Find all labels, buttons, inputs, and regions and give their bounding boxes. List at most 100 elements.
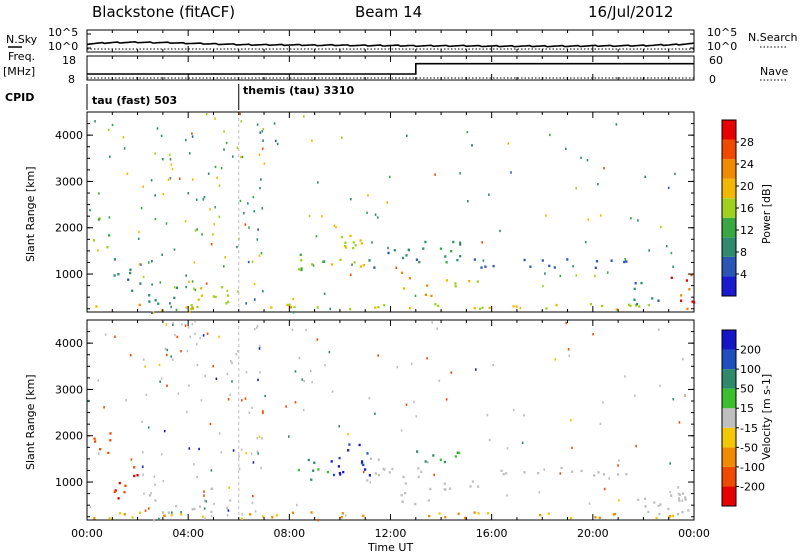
radar-cell [154, 152, 156, 155]
radar-cell [171, 167, 174, 171]
radar-cell [305, 328, 307, 332]
radar-cell [161, 453, 163, 456]
radar-cell [459, 255, 462, 258]
radar-cell [253, 283, 256, 286]
radar-cell [236, 245, 238, 249]
radar-cell [235, 353, 238, 356]
colorbar-swatch [722, 159, 736, 179]
radar-cell [388, 175, 391, 179]
radar-cell [292, 311, 295, 314]
radar-cell [629, 304, 632, 308]
y-tick-label: 4000 [55, 337, 83, 350]
radar-cell [259, 186, 261, 190]
radar-cell [175, 286, 179, 289]
x-tick-label: 00:00 [678, 527, 710, 540]
radar-cell [657, 299, 660, 302]
radar-cell [618, 459, 620, 462]
radar-cell [686, 307, 689, 311]
radar-cell [575, 187, 577, 190]
radar-cell [144, 509, 147, 512]
radar-cell [684, 394, 686, 397]
radar-cell [657, 328, 660, 331]
radar-cell [107, 128, 110, 132]
radar-cell [176, 335, 179, 339]
radar-cell [189, 335, 191, 339]
radar-cell [443, 488, 446, 491]
radar-cell [415, 258, 418, 261]
radar-cell [349, 273, 352, 276]
radar-cell [259, 345, 261, 348]
radar-cell [264, 394, 266, 398]
radar-cell [205, 500, 208, 503]
radar-cell [211, 487, 214, 490]
radar-cell [245, 371, 248, 374]
radar-cell [200, 287, 203, 290]
radar-cell [258, 435, 261, 438]
radar-cell [360, 242, 363, 245]
radar-cell [160, 134, 163, 138]
radar-cell [608, 477, 610, 480]
radar-cell [618, 499, 620, 502]
radar-cell [193, 287, 195, 290]
radar-cell [241, 513, 244, 516]
radar-cell [205, 282, 208, 285]
radar-cell [258, 153, 261, 156]
radar-cell [141, 420, 143, 423]
radar-cell [171, 511, 173, 514]
radar-cell [162, 158, 164, 161]
radar-cell [262, 410, 264, 413]
radar-cell [572, 265, 574, 268]
radar-cell [475, 368, 477, 371]
radar-cell [94, 440, 97, 443]
radar-cell [169, 177, 172, 180]
radar-cell [630, 217, 632, 220]
radar-cell [676, 513, 679, 516]
radar-cell [184, 324, 187, 327]
colorbar-frame [721, 329, 737, 507]
noise-ytick-high: 10^5 [48, 26, 78, 39]
radar-cell [301, 378, 304, 381]
radar-cell [97, 249, 99, 252]
radar-cell [203, 494, 205, 497]
radar-cell [329, 307, 331, 311]
radar-cell [383, 468, 386, 471]
radar-cell [256, 123, 259, 126]
radar-cell [422, 247, 425, 250]
radar-cell [142, 451, 144, 454]
radar-cell [244, 223, 247, 226]
radar-cell [667, 186, 670, 190]
radar-cell [566, 258, 569, 261]
radar-cell [98, 452, 100, 455]
radar-cell [315, 235, 318, 238]
radar-cell [141, 465, 144, 468]
radar-cell [262, 127, 265, 131]
radar-cell [225, 141, 228, 145]
radar-cell [261, 130, 264, 133]
radar-cell [657, 504, 660, 507]
radar-cell [418, 260, 421, 264]
radar-cell [339, 473, 342, 476]
radar-cell [469, 485, 472, 488]
radar-cell [373, 266, 376, 269]
radar-cell [449, 487, 452, 490]
radar-cell [224, 256, 226, 259]
radar-cell [260, 252, 263, 255]
radar-cell [147, 426, 150, 429]
radar-cell [108, 216, 111, 219]
radar-cell [672, 398, 675, 401]
radar-cell [617, 473, 620, 476]
radar-cell [644, 497, 647, 500]
radar-cell [312, 469, 315, 472]
radar-cell [677, 497, 681, 500]
radar-cell [193, 507, 196, 511]
radar-cell [458, 451, 461, 454]
radar-cell [227, 509, 230, 512]
radar-cell [647, 510, 650, 514]
radar-cell [197, 298, 200, 301]
radar-cell [368, 396, 371, 400]
radar-cell [251, 501, 254, 505]
radar-cell [168, 153, 171, 157]
colorbar-tick-label: 16 [740, 202, 754, 215]
radar-cell [270, 306, 273, 309]
radar-cell [403, 287, 406, 290]
